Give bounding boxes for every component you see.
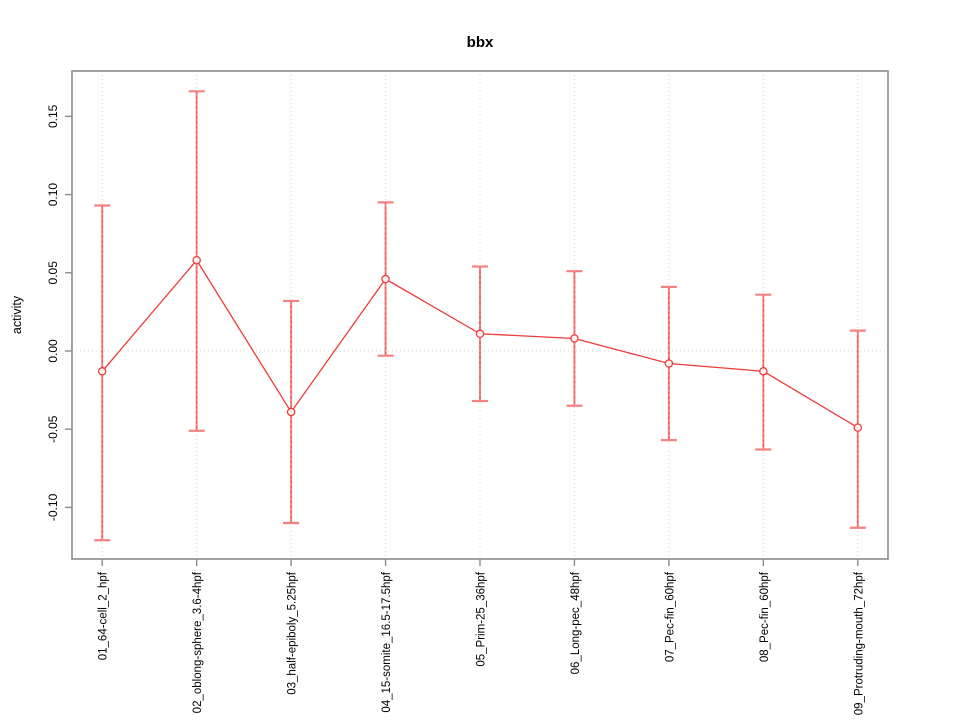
x-tick-label: 02_oblong-sphere_3.6-4hpf — [192, 571, 204, 713]
x-tick-label: 03_half-epiboly_5.25hpf — [287, 571, 299, 695]
data-point — [475, 329, 485, 339]
data-point — [664, 359, 674, 368]
y-axis-label: activity — [10, 295, 24, 334]
data-point — [381, 274, 390, 284]
data-point — [286, 407, 296, 417]
x-tick-label: 09_Protruding-mouth_72hpf — [853, 571, 865, 715]
y-tick-label: 0.00 — [46, 339, 60, 363]
data-point — [192, 256, 201, 265]
x-tick-label: 08_Pec-fin_60hpf — [759, 571, 771, 662]
data-point — [97, 367, 107, 376]
axis-layer: -0.10 -0.05 0.00 0.05 0.10 0.15 01_64-cell_2_h… — [46, 70, 889, 715]
chart-title: bbx — [467, 34, 494, 51]
series-layer — [94, 90, 866, 542]
y-tick-label: 0.15 — [46, 104, 60, 128]
x-tick-label: 05_Prim-25_36hpf — [476, 571, 488, 666]
x-tick-label: 01_64-cell_2_hpf — [98, 571, 110, 660]
y-tick-label: -0.10 — [46, 493, 60, 521]
y-tick-label: 0.10 — [46, 183, 60, 207]
y-tick-label: 0.05 — [46, 261, 60, 285]
data-point — [570, 334, 579, 343]
x-tick-label: 07_Pec-fin_60hpf — [664, 571, 676, 662]
y-tick-label: -0.05 — [46, 415, 60, 443]
data-point — [759, 367, 768, 376]
x-tick-label: 06_Long-pec_48hpf — [570, 571, 582, 674]
x-tick-label: 04_15-somite_16.5-17.5hpf — [381, 571, 393, 712]
data-point — [853, 423, 863, 432]
